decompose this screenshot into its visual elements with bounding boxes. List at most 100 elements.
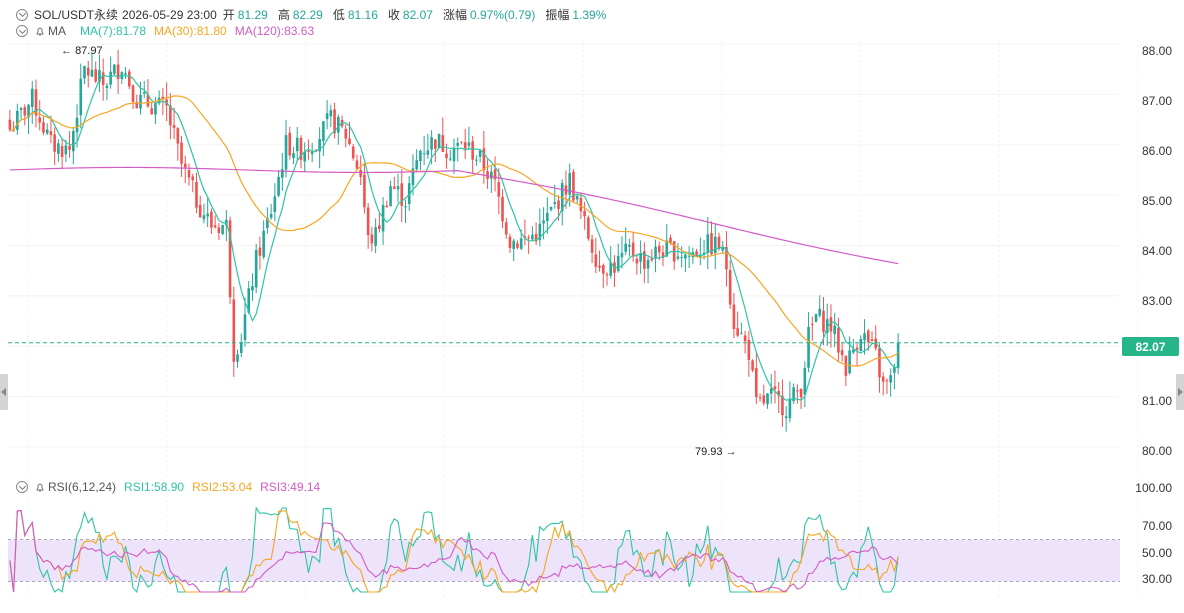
candle-body	[355, 160, 359, 169]
candle-body	[736, 328, 739, 336]
candle-body	[198, 204, 202, 218]
datetime-label: 2026-05-29 23:00	[122, 7, 217, 22]
candle-body	[254, 250, 258, 288]
candle-body	[538, 223, 542, 241]
price-tick: 83.00	[1141, 294, 1172, 308]
candle-body	[336, 116, 340, 133]
candle-body	[471, 141, 474, 160]
candle-body	[325, 113, 329, 120]
candle-body	[113, 64, 116, 74]
candle-body	[807, 326, 810, 368]
ma-collapse-chevron-icon[interactable]	[16, 25, 28, 37]
candle-body	[411, 168, 415, 186]
candle-body	[299, 137, 303, 160]
candle-body	[351, 146, 355, 159]
candle-body	[531, 234, 534, 240]
amp-value: 1.39%	[572, 7, 607, 22]
ohlc-header: SOL/USDT永续 2026-05-29 23:00 开 81.29 高 82.2…	[16, 6, 616, 23]
candle-body	[475, 159, 478, 161]
candle-body	[400, 183, 404, 206]
high-marker-value: 87.97	[75, 45, 103, 57]
collapse-chevron-icon[interactable]	[16, 8, 28, 21]
ma-alert-bell-icon[interactable]	[34, 25, 46, 37]
candle-body	[657, 245, 661, 253]
candle-body	[885, 380, 889, 382]
rsi-tick: 30.00	[1141, 572, 1172, 586]
candle-body	[42, 122, 45, 133]
scroll-right-button[interactable]	[1176, 374, 1184, 410]
candle-body	[90, 69, 94, 77]
candle-body	[755, 368, 758, 398]
candle-body	[434, 139, 437, 149]
candle-body	[572, 171, 575, 201]
candle-body	[243, 314, 247, 340]
candle-body	[202, 215, 206, 220]
candle-body	[706, 234, 710, 253]
candle-body	[426, 150, 430, 155]
candle-body	[53, 134, 56, 152]
candle-body	[702, 252, 706, 255]
candle-body	[825, 319, 829, 333]
candle-body	[396, 186, 400, 190]
candle-body	[781, 395, 784, 416]
candle-body	[295, 137, 299, 152]
candle-body	[840, 350, 844, 356]
candle-body	[161, 96, 165, 100]
candle-body	[467, 142, 471, 146]
candle-body	[277, 176, 280, 196]
candle-body	[135, 102, 139, 109]
candle-body	[407, 183, 411, 205]
high-marker: ← 87.97	[61, 45, 103, 57]
candle-body	[766, 393, 769, 405]
ma30-value: MA(30):81.80	[154, 24, 227, 38]
candle-body	[684, 254, 687, 259]
candle-body	[796, 390, 799, 392]
ma30-line	[9, 95, 899, 367]
high-label: 高	[277, 8, 290, 22]
candle-body	[609, 262, 613, 276]
candle-body	[45, 129, 49, 134]
candle-body	[799, 388, 803, 398]
candle-body	[855, 347, 859, 350]
scroll-left-button[interactable]	[0, 374, 8, 410]
candle-body	[154, 103, 157, 115]
price-tick: 84.00	[1141, 244, 1172, 258]
candle-body	[329, 110, 333, 117]
candle-body	[833, 325, 836, 334]
candle-body	[616, 255, 620, 271]
candle-body	[389, 186, 392, 207]
rsi-collapse-chevron-icon[interactable]	[16, 481, 28, 493]
candle-body	[788, 398, 792, 419]
candle-body	[493, 169, 497, 180]
candle-body	[575, 195, 579, 200]
ma120-line	[9, 166, 899, 265]
candle-body	[292, 153, 295, 159]
candle-body	[83, 66, 86, 79]
candle-body	[504, 222, 508, 235]
candle-body	[27, 104, 30, 118]
candle-body	[284, 135, 288, 170]
candle-body	[415, 160, 418, 170]
candle-body	[101, 72, 105, 85]
candle-body	[441, 135, 445, 152]
candle-body	[557, 200, 560, 209]
candle-body	[79, 78, 83, 116]
candle-body	[172, 124, 176, 128]
candle-body	[893, 367, 896, 373]
candle-body	[228, 220, 232, 298]
rsi1-value: RSI1:58.90	[124, 480, 185, 494]
rsi-alert-bell-icon[interactable]	[34, 481, 46, 493]
candle-body	[762, 395, 766, 404]
candle-body	[64, 145, 68, 155]
candle-body	[620, 252, 624, 258]
candle-body	[437, 133, 441, 148]
candle-body	[725, 247, 728, 270]
candle-body	[508, 236, 512, 249]
candle-body	[878, 348, 881, 378]
low-value: 81.16	[347, 7, 378, 22]
candle-body	[527, 237, 530, 239]
candle-body	[784, 416, 788, 419]
candle-body	[687, 255, 691, 257]
candle-body	[180, 142, 183, 164]
